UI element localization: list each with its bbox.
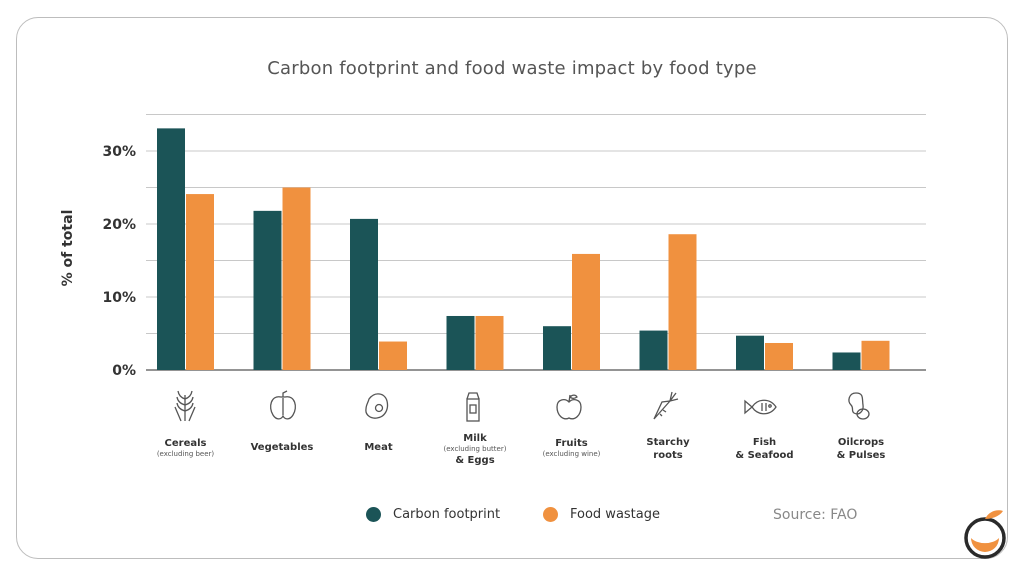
apple-icon [556, 394, 582, 420]
category-label-main: Oilcrops [837, 437, 885, 448]
bar-food-wastage [186, 194, 214, 370]
y-tick-label: 20% [102, 217, 136, 233]
bar-food-wastage [475, 315, 504, 370]
bar-carbon-footprint [832, 352, 861, 370]
carrot-icon [653, 391, 679, 420]
category-label-note: (excluding beer) [156, 450, 215, 458]
category-label-note: (excluding butter) [443, 445, 507, 453]
steak-icon [365, 393, 389, 419]
wheat-icon [174, 390, 196, 422]
category-label-main: Fish [752, 437, 777, 448]
category-label: Vegetables [227, 441, 337, 454]
bar-food-wastage [765, 342, 793, 370]
category-label: Oilcrops & Pulses [806, 436, 916, 462]
bar-carbon-footprint [446, 315, 475, 370]
category-label-main: Cereals [164, 438, 207, 449]
category-label-main: Milk [463, 433, 487, 444]
legend-swatch-waste [543, 507, 558, 522]
bar-food-wastage [572, 253, 600, 370]
category-label: Fruits (excluding wine) [517, 437, 627, 459]
category-label: Meat [324, 441, 434, 454]
category-label-main: Fruits [555, 438, 588, 449]
bar-carbon-footprint [157, 128, 185, 370]
legend-item-carbon: Carbon footprint [366, 507, 500, 522]
legend-item-waste: Food wastage [543, 507, 660, 522]
legend-swatch-carbon [366, 507, 381, 522]
category-label: Starchy roots [613, 436, 723, 462]
category-label: Milk (excluding butter) & Eggs [420, 432, 530, 467]
legend-label-waste: Food wastage [570, 507, 660, 522]
bar-carbon-footprint [736, 335, 764, 370]
chart-title: Carbon footprint and food waste impact b… [267, 58, 757, 79]
y-tick-label: 30% [102, 144, 136, 160]
category-label-main: Starchy [646, 437, 690, 448]
bar-food-wastage [379, 341, 407, 370]
y-tick-label: 10% [102, 290, 136, 306]
category-label-second-line: & Pulses [836, 450, 886, 461]
bar-carbon-footprint [543, 326, 571, 370]
legend-label-carbon: Carbon footprint [393, 507, 501, 522]
y-tick-label: 0% [112, 363, 136, 379]
milk-carton-icon [466, 392, 480, 422]
category-label-second-line: roots [653, 450, 683, 461]
category-label-main: Meat [364, 442, 393, 453]
bar-food-wastage [282, 187, 311, 370]
bar-food-wastage [668, 234, 697, 370]
pepper-icon [270, 390, 296, 420]
beans-icon [848, 392, 870, 420]
fish-icon [744, 399, 777, 415]
bar-carbon-footprint [350, 218, 378, 370]
category-label-second-line: & Seafood [735, 450, 794, 461]
bars [157, 128, 890, 370]
bar-food-wastage [861, 340, 890, 370]
category-label-main: Vegetables [250, 442, 314, 453]
category-label: Cereals (excluding beer) [131, 437, 241, 459]
logo-icon [964, 510, 1006, 559]
bar-carbon-footprint [253, 210, 282, 370]
bar-carbon-footprint [639, 330, 668, 370]
category-label-note: (excluding wine) [542, 450, 601, 458]
category-label: Fish & Seafood [710, 436, 820, 462]
category-icons [174, 390, 870, 422]
y-tick-labels: 0% 10% 20% 30% [102, 144, 136, 379]
category-label-second-line: & Eggs [455, 455, 495, 466]
source-note: Source: FAO [773, 507, 858, 523]
